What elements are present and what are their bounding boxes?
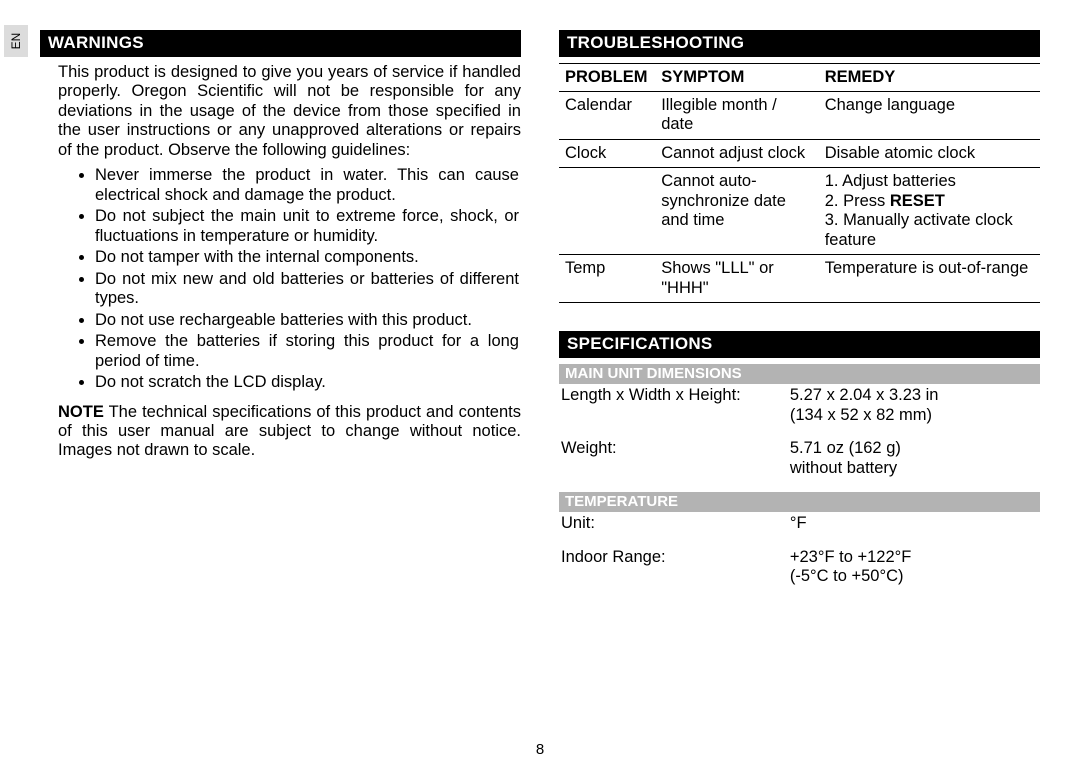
spec-label: Unit:	[559, 514, 790, 533]
spec-subheading: MAIN UNIT DIMENSIONS	[559, 364, 1040, 384]
spec-label: Weight:	[559, 439, 790, 478]
language-tab: EN	[4, 25, 28, 57]
list-item: Do not use rechargeable batteries with t…	[95, 311, 521, 330]
warnings-heading: WARNINGS	[40, 30, 521, 57]
spec-label: Indoor Range:	[559, 548, 790, 587]
table-cell: Change language	[819, 92, 1040, 140]
table-cell: Cannot auto-synchronize date and time	[655, 168, 819, 255]
list-item: Remove the batteries if storing this pro…	[95, 332, 521, 371]
table-row: Cannot auto-synchronize date and time1. …	[559, 168, 1040, 255]
table-cell: Clock	[559, 139, 655, 167]
spec-value: 5.71 oz (162 g)without battery	[790, 439, 1040, 478]
specifications-heading: SPECIFICATIONS	[559, 331, 1040, 358]
list-item: Do not tamper with the internal componen…	[95, 248, 521, 267]
th-problem: PROBLEM	[559, 64, 655, 92]
table-row: TempShows "LLL" or "HHH"Temperature is o…	[559, 255, 1040, 303]
table-row: ClockCannot adjust clockDisable atomic c…	[559, 139, 1040, 167]
list-item: Do not subject the main unit to extreme …	[95, 207, 521, 246]
troubleshooting-heading: TROUBLESHOOTING	[559, 30, 1040, 57]
right-column: TROUBLESHOOTING PROBLEM SYMPTOM REMEDY C…	[559, 30, 1040, 601]
spec-row: Unit:°F	[559, 514, 1040, 533]
table-cell: Calendar	[559, 92, 655, 140]
spec-row: Indoor Range:+23°F to +122°F(-5°C to +50…	[559, 548, 1040, 587]
list-item: Do not mix new and old batteries or batt…	[95, 270, 521, 309]
spec-value: °F	[790, 514, 1040, 533]
warnings-note: NOTE The technical specifications of thi…	[58, 403, 521, 461]
list-item: Do not scratch the LCD display.	[95, 373, 521, 392]
th-remedy: REMEDY	[819, 64, 1040, 92]
spec-row: Length x Width x Height:5.27 x 2.04 x 3.…	[559, 386, 1040, 425]
note-text: The technical specifications of this pro…	[58, 403, 521, 460]
spec-value: 5.27 x 2.04 x 3.23 in(134 x 52 x 82 mm)	[790, 386, 1040, 425]
table-cell: Illegible month / date	[655, 92, 819, 140]
page: WARNINGS This product is designed to giv…	[0, 0, 1080, 601]
table-cell: 1. Adjust batteries2. Press RESET3. Manu…	[819, 168, 1040, 255]
table-cell: Shows "LLL" or "HHH"	[655, 255, 819, 303]
spec-label: Length x Width x Height:	[559, 386, 790, 425]
table-cell: Disable atomic clock	[819, 139, 1040, 167]
th-symptom: SYMPTOM	[655, 64, 819, 92]
table-head-row: PROBLEM SYMPTOM REMEDY	[559, 64, 1040, 92]
table-cell: Temperature is out-of-range	[819, 255, 1040, 303]
page-number: 8	[0, 741, 1080, 758]
spec-row: Weight:5.71 oz (162 g)without battery	[559, 439, 1040, 478]
table-cell: Cannot adjust clock	[655, 139, 819, 167]
troubleshooting-table: PROBLEM SYMPTOM REMEDY CalendarIllegible…	[559, 63, 1040, 303]
warnings-list: Never immerse the product in water. This…	[95, 166, 521, 392]
spec-subheading: TEMPERATURE	[559, 492, 1040, 512]
spec-value: +23°F to +122°F(-5°C to +50°C)	[790, 548, 1040, 587]
list-item: Never immerse the product in water. This…	[95, 166, 521, 205]
left-column: WARNINGS This product is designed to giv…	[40, 30, 521, 601]
table-cell: Temp	[559, 255, 655, 303]
table-cell	[559, 168, 655, 255]
table-row: CalendarIllegible month / dateChange lan…	[559, 92, 1040, 140]
warnings-intro: This product is designed to give you yea…	[58, 63, 521, 160]
note-label: NOTE	[58, 403, 104, 421]
